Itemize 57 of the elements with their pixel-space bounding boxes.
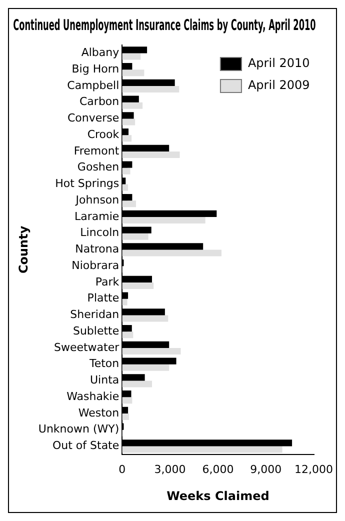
y-tick-label: Goshen <box>77 160 120 174</box>
bar <box>122 135 132 142</box>
x-tick-label: 6,000 <box>202 462 234 476</box>
y-tick-label: Park <box>95 275 120 288</box>
bar <box>122 397 132 404</box>
chart-title: Continued Unemployment Insurance Claims by County, April 2010 <box>13 16 316 34</box>
y-tick-label: Uinta <box>90 374 120 387</box>
y-tick-label: Natrona <box>75 242 120 256</box>
y-tick-label: Albany <box>81 46 120 60</box>
y-tick-label: Teton <box>88 357 120 370</box>
bar <box>122 380 152 388</box>
bar <box>122 332 134 338</box>
y-tick-label: Big Horn <box>72 62 120 76</box>
y-tick-label: Sublette <box>72 324 120 338</box>
x-axis-title: Weeks Claimed <box>166 488 270 503</box>
bar <box>122 118 136 126</box>
y-tick-label: Laramie <box>74 210 120 223</box>
y-tick-label: Platte <box>87 292 120 305</box>
y-tick-label: Out of State <box>52 439 120 452</box>
bar <box>122 348 181 355</box>
y-tick-label: Converse <box>67 112 120 125</box>
x-tick-label: 9,000 <box>250 462 282 476</box>
y-tick-label: Hot Springs <box>55 177 120 190</box>
y-tick-label: Unknown (WY) <box>38 422 120 436</box>
bar <box>122 364 170 371</box>
bar <box>122 102 143 109</box>
bar <box>122 413 130 420</box>
bar <box>122 250 222 256</box>
x-tick-label: 0 <box>118 462 126 476</box>
y-tick-label: Johnson <box>74 193 120 206</box>
bar <box>122 216 206 224</box>
legend-label: April 2010 <box>248 56 310 70</box>
y-tick-label: Carbon <box>80 95 120 108</box>
y-tick-label: Washakie <box>66 390 120 403</box>
x-tick-label: 3,000 <box>154 462 186 476</box>
y-tick-label: Sweetwater <box>54 340 120 354</box>
legend-label: April 2009 <box>248 78 310 92</box>
y-tick-label: Campbell <box>67 78 120 92</box>
bar <box>122 446 282 453</box>
bar <box>122 168 130 174</box>
bar <box>122 53 141 60</box>
bar <box>122 86 180 92</box>
y-tick-label: Weston <box>78 406 120 420</box>
y-axis-title: County <box>16 226 30 274</box>
bar <box>122 70 144 76</box>
y-tick-label: Lincoln <box>80 226 120 240</box>
x-tick-label: 12,000 <box>294 462 334 476</box>
bar <box>122 184 128 191</box>
y-tick-label: Sheridan <box>70 308 120 322</box>
y-tick-label: Niobrara <box>72 258 120 272</box>
bar <box>122 233 148 240</box>
bar <box>122 282 154 290</box>
bar <box>122 200 136 208</box>
bar <box>122 151 180 158</box>
bar <box>122 315 168 322</box>
y-tick-label: Crook <box>87 128 120 141</box>
y-tick-label: Fremont <box>74 144 120 158</box>
